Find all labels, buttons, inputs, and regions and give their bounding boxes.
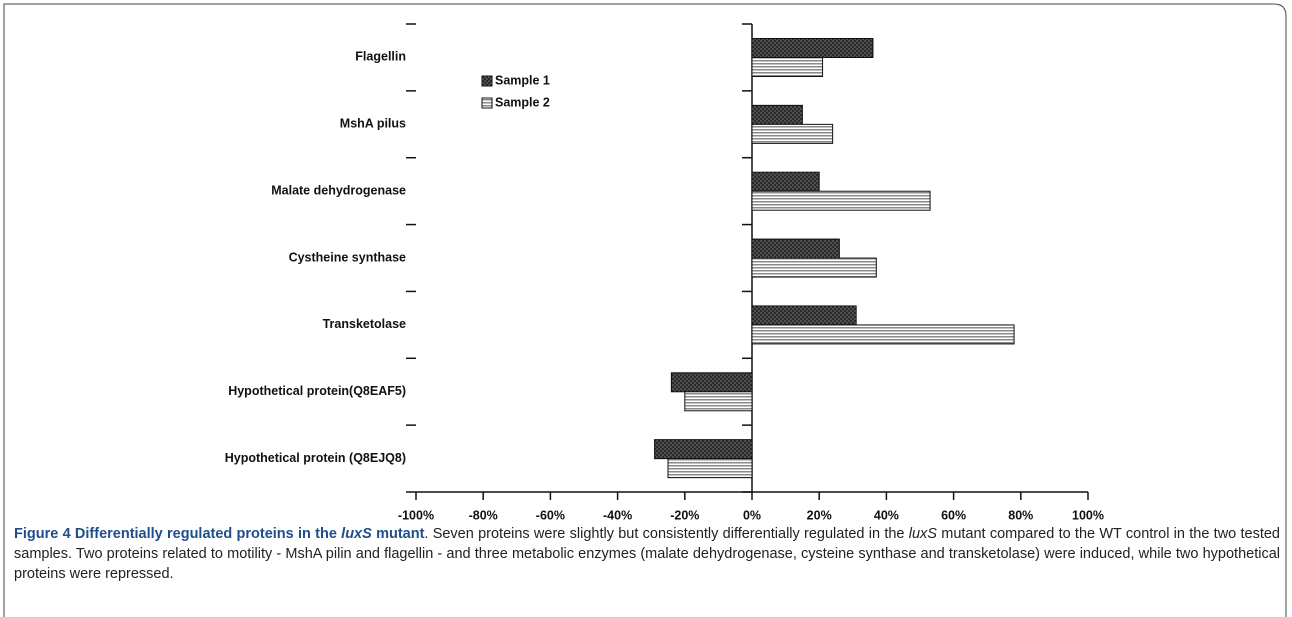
bar [684, 391, 753, 412]
bar [751, 324, 1015, 345]
bar [751, 257, 877, 278]
x-tick-label: -60% [536, 508, 565, 522]
x-tick-label: -20% [670, 508, 699, 522]
legend-swatch [481, 75, 493, 87]
bar [751, 190, 931, 211]
bar [751, 38, 874, 58]
x-tick-label: -40% [603, 508, 632, 522]
caption-text: luxS [908, 526, 937, 542]
bar [670, 372, 753, 393]
caption-title: Differentially regulated proteins in the [74, 526, 337, 542]
caption-title: luxS [341, 526, 372, 542]
x-tick-label: 20% [807, 508, 832, 522]
bar [667, 458, 753, 479]
category-label: Hypothetical protein(Q8EAF5) [228, 384, 406, 398]
category-label: Flagellin [355, 50, 406, 64]
bar [751, 57, 824, 77]
legend-label: Sample 1 [495, 73, 550, 87]
caption-title: mutant [376, 526, 425, 542]
x-tick-label: 40% [874, 508, 899, 522]
x-tick-label: 0% [743, 508, 761, 522]
x-tick-label: 100% [1072, 508, 1104, 522]
caption-text: . Seven proteins were slightly but consi… [424, 526, 905, 542]
category-label: Transketolase [323, 317, 406, 331]
bar [654, 439, 753, 460]
category-label: Malate dehydrogenase [271, 183, 406, 197]
x-tick-label: 80% [1008, 508, 1033, 522]
frame [3, 3, 1287, 617]
x-tick-label: -80% [469, 508, 498, 522]
bar [751, 305, 857, 326]
caption: Figure 4 Differentially regulated protei… [14, 524, 1280, 584]
legend-swatch [481, 97, 493, 109]
category-label: MshA pilus [340, 117, 406, 131]
caption-text: mutant compared to the WT control in the… [14, 526, 1280, 582]
bar [751, 104, 803, 125]
x-tick-label: -100% [398, 508, 434, 522]
legend-label: Sample 2 [495, 95, 550, 109]
category-label: Cystheine synthase [289, 250, 406, 264]
x-tick-label: 60% [941, 508, 966, 522]
bar [751, 238, 840, 259]
category-label: Hypothetical protein (Q8EJQ8) [225, 451, 406, 465]
bar [751, 171, 820, 192]
caption-label: Figure 4 [14, 526, 71, 542]
bar [751, 123, 834, 144]
